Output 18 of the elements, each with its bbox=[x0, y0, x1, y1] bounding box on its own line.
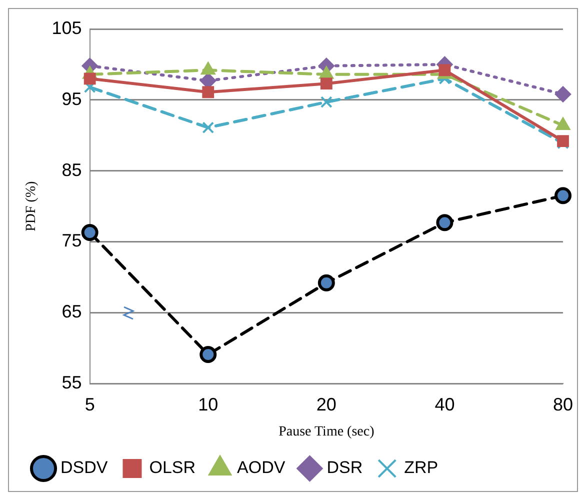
x-tick-label: 10 bbox=[198, 394, 218, 414]
y-tick-label: 85 bbox=[62, 160, 82, 180]
x-tick-label: 40 bbox=[434, 394, 455, 414]
y-tick-label: 55 bbox=[62, 372, 82, 393]
x-tick-label: 5 bbox=[84, 394, 95, 414]
legend-label: DSDV bbox=[60, 458, 108, 478]
y-tick-label: 75 bbox=[62, 230, 82, 251]
x-axis-title: Pause Time (sec) bbox=[278, 424, 375, 440]
y-axis-title: PDF (%) bbox=[24, 180, 40, 232]
x-tick-label: 20 bbox=[316, 394, 336, 414]
legend-label: OLSR bbox=[149, 458, 196, 478]
x-tick-label: 80 bbox=[552, 394, 574, 414]
y-tick-label: 105 bbox=[52, 18, 82, 38]
legend-label: AODV bbox=[237, 458, 286, 478]
legend-label: DSR bbox=[326, 458, 363, 478]
y-tick-label: 95 bbox=[62, 88, 82, 109]
legend-label: ZRP bbox=[404, 458, 438, 478]
y-tick-label: 65 bbox=[62, 302, 82, 322]
